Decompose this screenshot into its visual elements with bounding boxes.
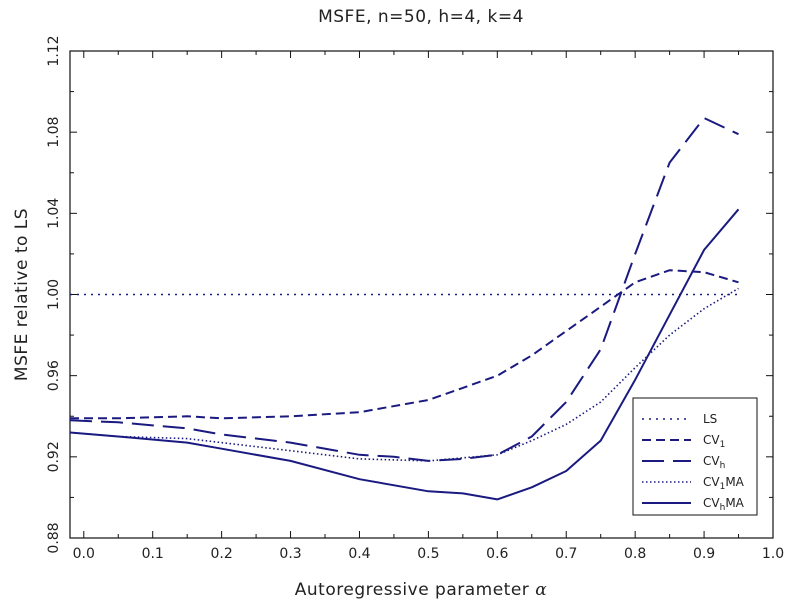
series-layer [69,117,740,501]
legend-subscript: h [720,461,726,471]
legend-subscript: 1 [720,440,726,450]
y-tick-label: 1.12 [46,35,62,66]
legend-label-4: CVhMA [703,496,745,513]
chart-title: MSFE, n=50, h=4, k=4 [318,7,524,27]
x-axis-title-text: Autoregressive parameter [295,580,535,600]
legend-name: CV [703,475,720,489]
x-axis-title: Autoregressive parameter α [295,580,547,600]
y-tick-label: 0.96 [46,360,62,391]
x-tick-label: 0.6 [486,546,508,562]
legend-name: CV [703,454,720,468]
legend-box [632,397,758,516]
y-tick-label: 0.92 [46,441,62,472]
legend-subscript: h [720,503,726,513]
y-axis-title: MSFE relative to LS [12,208,32,381]
legend-name: CV [703,433,720,447]
legend-name: CV [703,496,720,510]
x-tick-label: 0.2 [210,546,232,562]
alpha-symbol: α [535,580,547,600]
x-tick-label: 0.3 [279,546,301,562]
series-line-2 [69,117,739,462]
legend-subscript: 1 [720,482,726,492]
x-tick-label: 0.1 [142,546,164,562]
x-tick-label: 0.5 [417,546,439,562]
legend-name: LS [703,412,717,426]
series-line-4 [69,208,740,501]
legend-label-2: CVh [703,454,725,471]
x-tick-label: 0.7 [555,546,577,562]
legend-label-0: LS [703,412,717,426]
x-tick-label: 0.0 [73,546,95,562]
y-tick-label: 0.88 [46,522,62,553]
x-tick-label: 1.0 [762,546,784,562]
x-axis: 0.0 0.1 0.2 0.3 0.4 0.5 0.6 0.7 0.8 0.9 1.0 [73,51,784,562]
y-tick-label: 1.08 [46,117,62,148]
x-tick-label: 0.8 [624,546,646,562]
x-tick-label: 0.4 [348,546,370,562]
series-line-3 [69,287,739,462]
legend-label-1: CV1 [703,433,725,450]
y-tick-label: 1.04 [46,198,62,229]
legend-label-3: CV1MA [703,475,745,492]
x-tick-label: 0.9 [693,546,715,562]
y-tick-label: 1.00 [46,279,62,310]
legend-suffix: MA [725,475,744,489]
legend-suffix: MA [725,496,744,510]
series-line-1 [70,269,739,420]
